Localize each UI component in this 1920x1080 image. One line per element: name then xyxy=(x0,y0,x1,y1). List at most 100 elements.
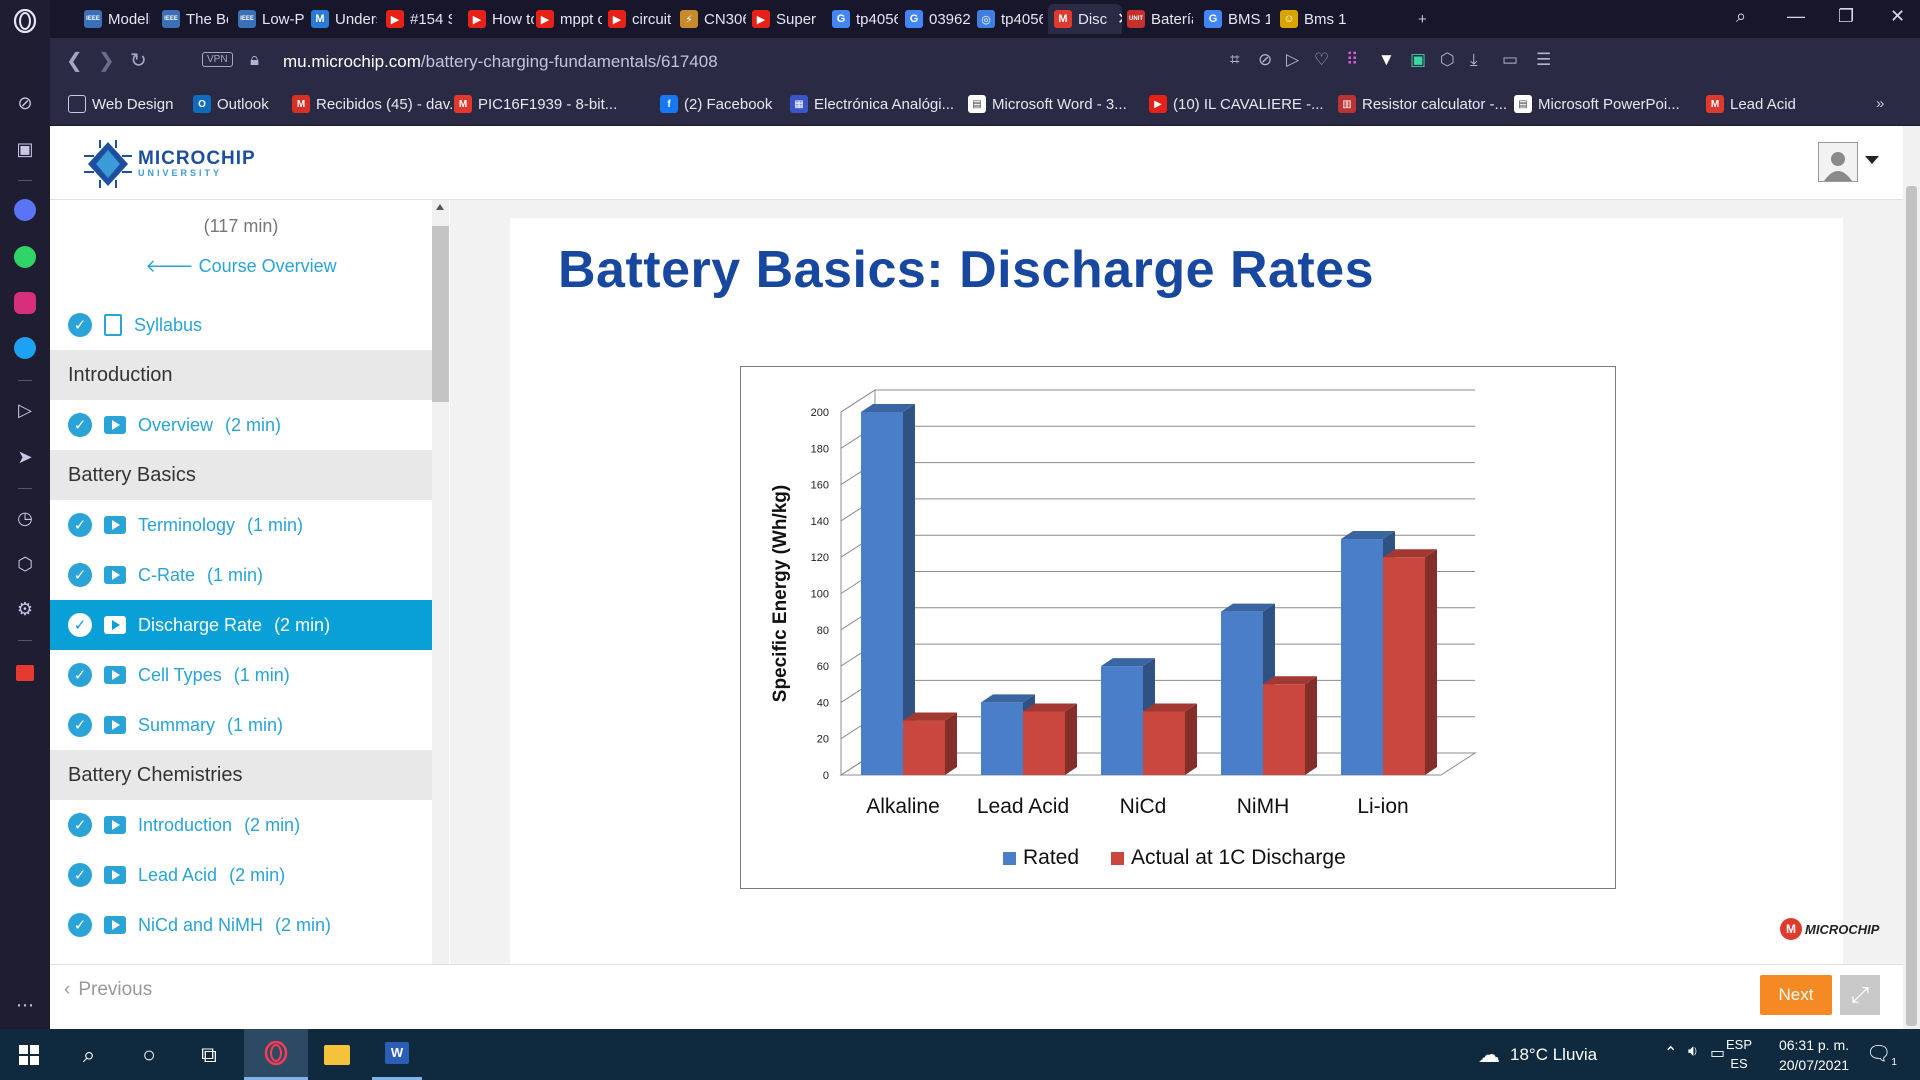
course-lesson-item[interactable]: ✓ Summary (1 min) xyxy=(50,700,432,750)
browser-tab[interactable]: IEEE The Be xyxy=(156,4,228,34)
language-indicator[interactable]: ESP ES xyxy=(1726,1037,1753,1071)
browser-tab[interactable]: M Disc ✕ xyxy=(1048,4,1122,34)
course-lesson-item[interactable]: ✓ Syllabus xyxy=(50,300,432,350)
course-lesson-item[interactable]: ✓ Cell Types (1 min) xyxy=(50,650,432,700)
browser-tab[interactable]: UNIT Batería xyxy=(1121,4,1193,34)
browser-tab[interactable]: M Unders xyxy=(305,4,377,34)
cortana-icon[interactable]: ○ xyxy=(142,1041,156,1067)
page-scrollbar-thumb[interactable] xyxy=(1906,186,1917,1026)
microchip-university-logo[interactable]: MICROCHIP UNIVERSITY xyxy=(82,138,256,190)
apps-grid-icon[interactable]: ⠿ xyxy=(1346,50,1359,69)
browser-tab[interactable]: G 03962a xyxy=(899,4,971,34)
system-clock[interactable]: 06:31 p. m. 20/07/2021 xyxy=(1778,1037,1850,1073)
course-lesson-item[interactable]: ✓ Overview (2 min) xyxy=(50,400,432,450)
settings-gear-icon[interactable]: ⚙ xyxy=(16,598,34,619)
volume-icon[interactable]: 🔉︎ xyxy=(1688,1043,1699,1060)
vivaldi-extension-icon[interactable]: ▼ xyxy=(1378,50,1395,69)
fullscreen-button[interactable]: ⤢ xyxy=(1840,975,1880,1015)
close-tab-icon[interactable]: ✕ xyxy=(1117,9,1122,29)
taskbar-file-explorer-icon[interactable] xyxy=(312,1029,362,1080)
more-options-icon[interactable]: ⋯ xyxy=(16,994,34,1015)
new-tab-button[interactable]: + xyxy=(1418,10,1427,28)
battery-saver-icon[interactable]: ▭ xyxy=(1502,50,1519,69)
page-scrollbar[interactable] xyxy=(1903,126,1920,1029)
browser-tab[interactable]: ▶ Super M xyxy=(746,4,818,34)
bookmark-item[interactable]: ▤ Microsoft PowerPoi... xyxy=(1514,95,1680,113)
cube-icon[interactable]: ⬡ xyxy=(17,553,33,574)
browser-tab[interactable]: ▶ mppt c xyxy=(530,4,602,34)
browser-tab[interactable]: IEEE Modeli xyxy=(78,4,150,34)
download-icon[interactable]: ⤓ xyxy=(1470,50,1478,69)
search-icon[interactable]: ⌕ xyxy=(82,1041,96,1067)
browser-tab[interactable]: ▶ How to xyxy=(462,4,534,34)
course-lesson-item[interactable]: ✓ Terminology (1 min) xyxy=(50,500,432,550)
extensions-icon[interactable]: ▣ xyxy=(16,138,34,159)
bookmark-item[interactable]: M Recibidos (45) - dav... xyxy=(292,95,462,113)
easy-setup-icon[interactable]: ☰ xyxy=(1536,50,1552,69)
send-page-icon[interactable]: ▷ xyxy=(1286,50,1300,69)
url-field[interactable]: mu.microchip.com/battery-charging-fundam… xyxy=(283,52,718,71)
battery-icon[interactable]: ▭ xyxy=(1710,1045,1726,1062)
instagram-icon[interactable] xyxy=(10,288,40,318)
close-window-button[interactable]: ✕ xyxy=(1890,6,1906,26)
course-sidebar-scrollbar[interactable] xyxy=(432,200,449,964)
browser-tab[interactable]: ☺ Bms 1s xyxy=(1274,4,1346,34)
course-lesson-item[interactable]: ✓ Discharge Rate (2 min) xyxy=(50,600,432,650)
player-icon[interactable]: ▷ xyxy=(18,399,32,420)
messenger-icon[interactable] xyxy=(10,195,40,225)
bookmark-item[interactable]: ▤ Microsoft Word - 3... xyxy=(968,95,1127,113)
bookmark-item[interactable]: f (2) Facebook xyxy=(660,95,772,113)
browser-tab[interactable]: ◎ tp4056 xyxy=(971,4,1043,34)
show-hidden-icons-chevron-up-icon[interactable]: ⌃ xyxy=(1664,1045,1678,1062)
previous-button[interactable]: ‹ Previous xyxy=(64,979,153,1000)
more-bookmarks-icon[interactable]: » xyxy=(1876,95,1885,112)
video-pip-icon[interactable] xyxy=(10,658,40,688)
windows-start-icon[interactable] xyxy=(4,1029,54,1080)
next-button[interactable]: Next xyxy=(1760,975,1832,1015)
restore-window-button[interactable]: ❐ xyxy=(1838,6,1855,26)
bookmark-item[interactable]: ▶ (10) IL CAVALIERE -... xyxy=(1149,95,1324,113)
extension-badge-icon[interactable]: ▣ xyxy=(1410,50,1427,69)
taskbar-opera-icon[interactable] xyxy=(244,1029,308,1080)
bookmark-item[interactable]: O Outlook xyxy=(193,95,269,113)
search-tabs-icon[interactable]: ⌕ xyxy=(1736,6,1747,26)
bookmark-item[interactable]: M Lead Acid xyxy=(1706,95,1796,113)
task-view-icon[interactable]: ⧉ xyxy=(201,1041,217,1067)
taskbar-word-icon[interactable]: W xyxy=(372,1029,422,1080)
course-overview-link[interactable]: 🡐 Course Overview xyxy=(145,256,337,276)
twitter-icon[interactable] xyxy=(10,333,40,363)
block-ads-icon[interactable]: ⊘ xyxy=(1258,50,1273,69)
browser-tab[interactable]: ▶ circuit c xyxy=(602,4,674,34)
history-icon[interactable]: ◷ xyxy=(17,507,33,528)
bookmark-item[interactable]: ▢ Web Design xyxy=(68,95,173,113)
notification-center-icon[interactable]: 🗨︎1 xyxy=(1866,1043,1897,1068)
user-avatar[interactable] xyxy=(1818,142,1858,182)
browser-tab[interactable]: IEEE Low-Po xyxy=(232,4,304,34)
course-lesson-item[interactable]: ✓ Introduction (2 min) xyxy=(50,800,432,850)
course-lesson-item[interactable]: ✓ Lead Acid (2 min) xyxy=(50,850,432,900)
bookmark-item[interactable]: ▥ Resistor calculator -... xyxy=(1338,95,1507,113)
user-menu-chevron-down-icon[interactable] xyxy=(1865,156,1879,164)
browser-tab[interactable]: ▶ #154 S xyxy=(380,4,452,34)
bookmark-heart-icon[interactable]: ♡ xyxy=(1314,50,1330,69)
bookmark-item[interactable]: ▦ Electrónica Analógi... xyxy=(790,95,954,113)
send-icon[interactable]: ➤ xyxy=(17,446,33,467)
whatsapp-icon[interactable] xyxy=(10,242,40,272)
browser-tab[interactable]: G BMS 10 xyxy=(1198,4,1270,34)
forward-button[interactable]: ❯ xyxy=(98,50,115,72)
reload-button[interactable]: ↻ xyxy=(130,50,147,72)
browser-tab[interactable]: ⚡ CN306 xyxy=(674,4,746,34)
lock-icon[interactable]: 🔒︎ xyxy=(250,50,260,69)
camera-icon[interactable]: ⌗ xyxy=(1230,50,1240,69)
bookmark-item[interactable]: M PIC16F1939 - 8-bit... xyxy=(454,95,617,113)
course-lesson-item[interactable]: ✓ C-Rate (1 min) xyxy=(50,550,432,600)
vpn-badge[interactable]: VPN xyxy=(202,52,233,67)
scrollbar-thumb[interactable] xyxy=(432,226,449,402)
cube-extension-icon[interactable]: ⬡ xyxy=(1440,50,1455,69)
speed-dial-icon[interactable]: ⊘ xyxy=(17,92,33,113)
minimize-window-button[interactable]: — xyxy=(1787,6,1805,26)
scroll-up-arrow-icon[interactable] xyxy=(436,204,444,210)
weather-widget[interactable]: ☁ 18°C Lluvia xyxy=(1478,1042,1598,1067)
course-lesson-item[interactable]: ✓ NiCd and NiMH (2 min) xyxy=(50,900,432,950)
